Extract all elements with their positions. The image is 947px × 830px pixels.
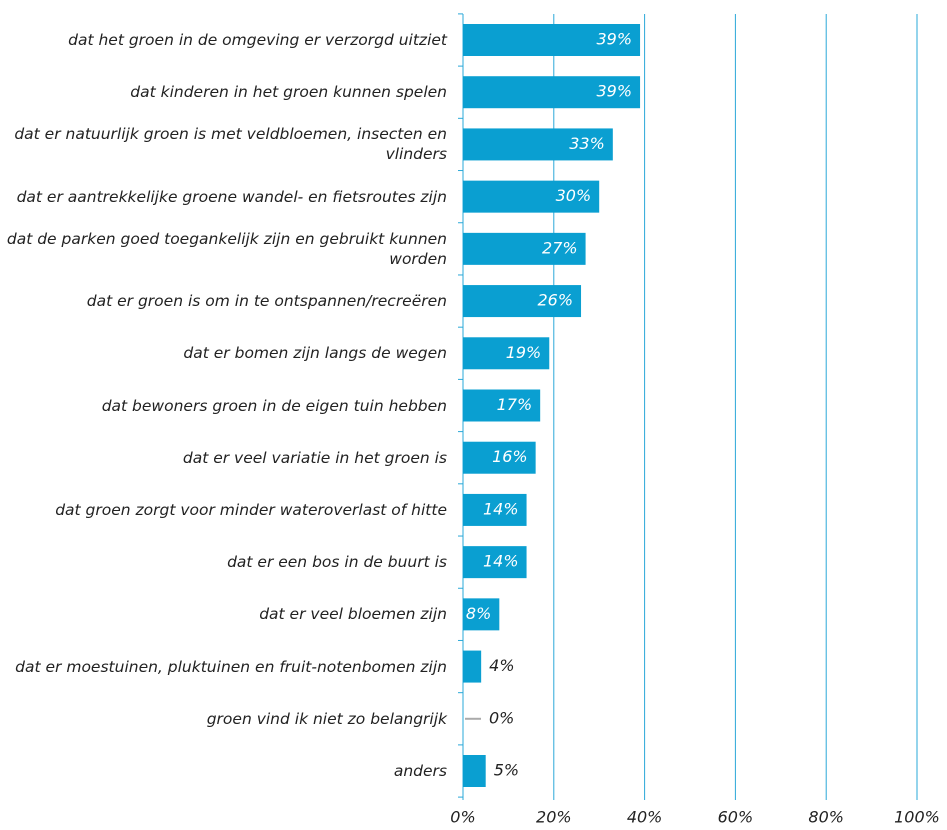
category-label: dat er natuurlijk groen is met veldbloem… [14, 125, 447, 164]
category-label: dat er moestuinen, pluktuinen en fruit-n… [15, 657, 447, 676]
bar [463, 598, 500, 631]
category-label: dat er bomen zijn langs de wegen [183, 344, 447, 363]
x-tick-label: 40% [627, 808, 663, 827]
value-label: 4% [489, 656, 514, 675]
category-label: dat bewoners groen in de eigen tuin hebb… [101, 396, 447, 415]
bar [463, 546, 527, 579]
bar [463, 232, 586, 265]
value-label: 16% [492, 447, 528, 466]
x-tick-label: 80% [808, 808, 844, 827]
category-label: dat het groen in de omgeving er verzorgd… [68, 31, 447, 49]
value-label: 26% [537, 291, 573, 310]
category-label: dat er een bos in de buurt is [227, 553, 447, 572]
value-label: 39% [596, 82, 632, 101]
value-label: 30% [556, 186, 592, 205]
bar [463, 493, 527, 526]
bar [463, 441, 536, 474]
value-label: 5% [494, 761, 519, 780]
category-label: dat er aantrekkelijke groene wandel- en … [16, 187, 447, 206]
category-label: dat kinderen in het groen kunnen spelen [130, 83, 447, 102]
bar [463, 285, 582, 318]
x-tick-label: 0% [450, 808, 475, 827]
category-label: groen vind ik niet zo belangrijk [206, 709, 447, 728]
bar [463, 755, 486, 787]
value-label: 17% [497, 395, 533, 414]
bar [463, 650, 482, 683]
x-tick-label: 100% [894, 808, 940, 827]
category-label: dat groen zorgt voor minder wateroverlas… [55, 500, 447, 519]
category-label: dat er veel bloemen zijn [259, 605, 447, 624]
x-tick-label: 60% [718, 808, 754, 827]
value-label: 19% [506, 343, 542, 362]
value-label: 27% [542, 238, 578, 257]
value-label: 33% [569, 134, 605, 153]
bar [463, 24, 641, 56]
x-tick-label: 20% [536, 808, 572, 827]
category-label: dat er groen is om in te ontspannen/recr… [86, 292, 447, 311]
bar [463, 180, 600, 213]
bar [463, 337, 550, 370]
value-label: 8% [466, 604, 491, 623]
category-label: dat de parken goed toegankelijk zijn en … [6, 229, 447, 268]
bar [463, 389, 541, 422]
value-label: 14% [483, 552, 519, 571]
value-label: 14% [483, 499, 519, 518]
bar [463, 76, 641, 109]
value-label: 0% [489, 708, 514, 727]
category-label: dat er veel variatie in het groen is [182, 448, 447, 467]
value-label: 39% [596, 30, 632, 49]
bar [463, 128, 613, 161]
category-label: anders [393, 762, 447, 780]
